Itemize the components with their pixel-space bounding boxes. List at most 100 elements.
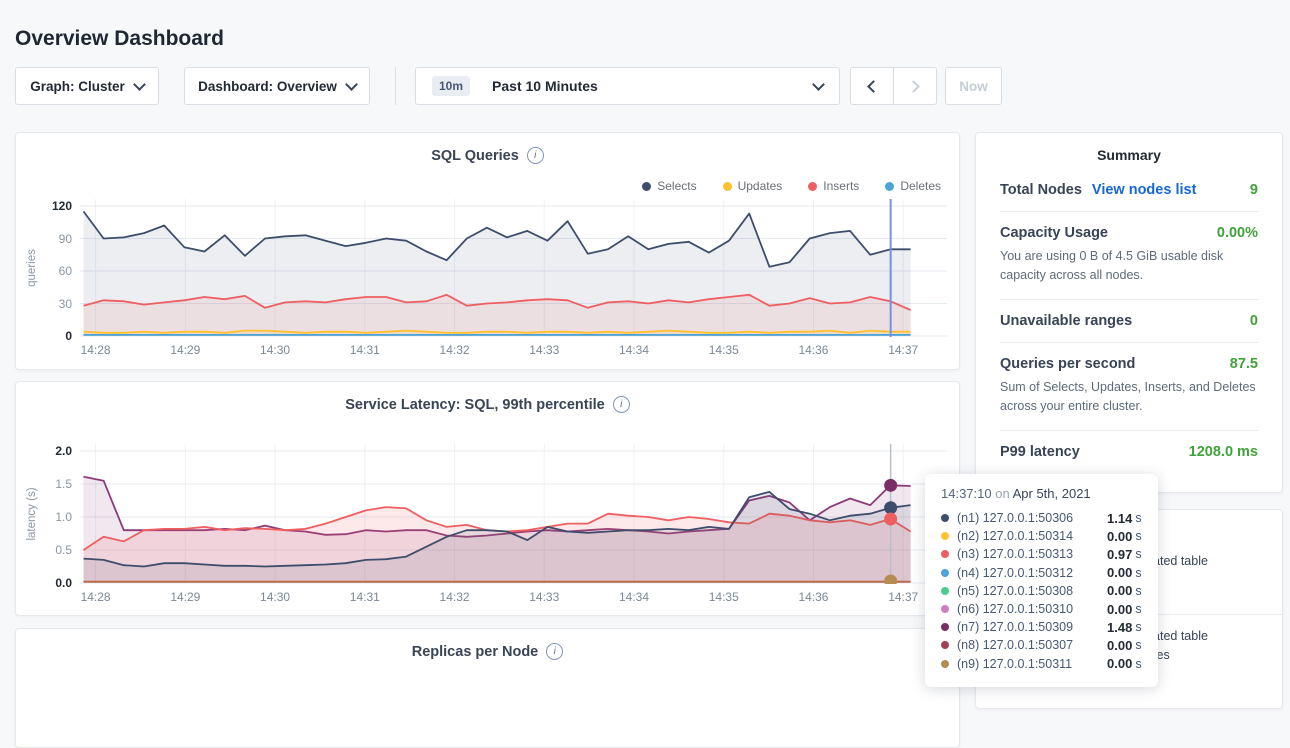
- chevron-right-icon: [907, 79, 920, 93]
- tooltip-node-value: 0.00: [1107, 528, 1133, 544]
- x-tick-label: 14:31: [349, 343, 380, 357]
- tooltip-rows: (n1) 127.0.0.1:50306 1.14 s (n2) 127.0.0.1:…: [941, 509, 1142, 673]
- tooltip-node-address: (n5) 127.0.0.1:50308: [957, 583, 1074, 598]
- tooltip-node-unit: s: [1135, 565, 1142, 580]
- x-tick-label: 14:29: [170, 343, 201, 357]
- time-nav-group: [850, 67, 937, 105]
- y-axis-ticks: 0.0 0.5 1.0 1.5 2.0: [40, 444, 80, 590]
- summary-label: P99 latency: [1000, 443, 1080, 460]
- y-axis-unit: queries: [26, 249, 38, 287]
- chart-hover-tooltip: 14:37:10 on Apr 5th, 2021 (n1) 127.0.0.1…: [925, 474, 1158, 687]
- x-tick-label: 14:36: [798, 590, 829, 604]
- x-tick-label: 14:32: [439, 590, 470, 604]
- prev-range-button[interactable]: [851, 68, 893, 104]
- series-dot-icon: [941, 532, 949, 541]
- x-tick-label: 14:37: [888, 343, 919, 357]
- y-tick-label: 0.5: [55, 543, 72, 557]
- time-range-badge: 10m: [432, 76, 471, 96]
- tooltip-node-value: 1.14: [1107, 510, 1133, 526]
- chart-title: SQL Queries: [431, 147, 519, 164]
- info-icon[interactable]: i: [546, 643, 564, 660]
- legend-item-deletes: Deletes: [885, 179, 941, 193]
- dashboard-dropdown[interactable]: Dashboard: Overview: [184, 67, 370, 105]
- series-dot-icon: [941, 605, 949, 614]
- summary-title: Summary: [1097, 147, 1161, 163]
- summary-label: Total Nodes: [1000, 182, 1082, 198]
- y-tick-label: 1.5: [55, 477, 72, 491]
- sql-queries-plot[interactable]: [80, 199, 947, 337]
- x-tick-label: 14:33: [529, 590, 560, 604]
- series-dot-icon: [941, 641, 949, 650]
- series-dot-icon: [941, 550, 949, 559]
- toolbar: Graph: Cluster Dashboard: Overview 10m P…: [15, 67, 1002, 105]
- x-tick-label: 14:32: [439, 343, 470, 357]
- time-range-label: Past 10 Minutes: [492, 78, 598, 94]
- y-axis-ticks: 0 30 60 90 120: [40, 199, 80, 343]
- x-tick-label: 14:33: [529, 343, 560, 357]
- next-range-button[interactable]: [893, 68, 936, 104]
- summary-label: Queries per second: [1000, 355, 1136, 372]
- inserts-dot-icon: [808, 181, 818, 191]
- tooltip-node-value: 0.00: [1107, 583, 1133, 599]
- x-tick-label: 14:30: [260, 590, 291, 604]
- legend-item-inserts: Inserts: [808, 179, 859, 193]
- summary-item-capacity-usage: Capacity Usage 0.00% You are using 0 B o…: [1000, 212, 1258, 300]
- legend-item-updates: Updates: [722, 179, 782, 193]
- summary-value: 9: [1249, 182, 1258, 198]
- y-tick-label: 0: [65, 329, 72, 343]
- summary-item-unavailable-ranges: Unavailable ranges 0: [1000, 300, 1258, 343]
- chart-title: Service Latency: SQL, 99th percentile: [345, 396, 605, 413]
- tooltip-node-unit: s: [1135, 656, 1142, 671]
- tooltip-node-unit: s: [1135, 529, 1142, 544]
- chart-legend: Selects Updates Inserts Deletes: [642, 179, 941, 193]
- summary-panel: Summary Total Nodes View nodes list 9 Ca…: [975, 132, 1283, 493]
- tooltip-row: (n4) 127.0.0.1:50312 0.00 s: [941, 564, 1142, 582]
- info-icon[interactable]: i: [526, 147, 544, 164]
- tooltip-node-address: (n7) 127.0.0.1:50309: [957, 620, 1074, 635]
- y-tick-label: 90: [58, 231, 72, 246]
- summary-value: 1208.0 ms: [1188, 443, 1258, 460]
- y-tick-label: 60: [58, 264, 72, 278]
- x-tick-label: 14:36: [798, 343, 829, 357]
- tooltip-row: (n2) 127.0.0.1:50314 0.00 s: [941, 527, 1142, 545]
- summary-value: 87.5: [1229, 355, 1258, 372]
- summary-description: Sum of Selects, Updates, Inserts, and De…: [1000, 379, 1256, 414]
- service-latency-plot[interactable]: [80, 444, 947, 588]
- tooltip-node-unit: s: [1135, 547, 1142, 562]
- tooltip-node-address: (n8) 127.0.0.1:50307: [957, 638, 1074, 653]
- tooltip-node-unit: s: [1135, 602, 1142, 617]
- updates-dot-icon: [722, 181, 732, 191]
- time-range-selector[interactable]: 10m Past 10 Minutes: [415, 67, 840, 105]
- view-nodes-link[interactable]: View nodes list: [1091, 182, 1197, 198]
- y-tick-label: 120: [51, 199, 72, 213]
- y-tick-label: 0.0: [55, 576, 72, 590]
- tooltip-node-unit: s: [1135, 511, 1142, 526]
- x-tick-label: 14:28: [80, 590, 111, 604]
- series-dot-icon: [941, 568, 949, 577]
- tooltip-row: (n7) 127.0.0.1:50309 1.48 s: [941, 618, 1142, 636]
- graph-dropdown[interactable]: Graph: Cluster: [15, 67, 159, 105]
- x-tick-label: 14:34: [618, 343, 650, 357]
- tooltip-row: (n6) 127.0.0.1:50310 0.00 s: [941, 600, 1142, 618]
- toolbar-divider: [395, 67, 396, 105]
- now-button[interactable]: Now: [945, 67, 1002, 105]
- tooltip-node-unit: s: [1135, 583, 1142, 598]
- summary-item-queries-per-second: Queries per second 87.5 Sum of Selects, …: [1000, 343, 1258, 431]
- info-icon[interactable]: i: [612, 396, 630, 413]
- tooltip-node-value: 0.00: [1107, 601, 1133, 617]
- summary-value: 0.00%: [1216, 225, 1258, 241]
- x-tick-label: 14:35: [708, 343, 739, 357]
- summary-item-p99-latency: P99 latency 1208.0 ms: [1000, 431, 1258, 473]
- tooltip-node-value: 0.00: [1107, 637, 1133, 653]
- tooltip-node-value: 0.97: [1107, 546, 1133, 562]
- tooltip-node-address: (n2) 127.0.0.1:50314: [957, 529, 1074, 544]
- tooltip-node-value: 1.48: [1107, 619, 1133, 635]
- tooltip-node-address: (n4) 127.0.0.1:50312: [957, 565, 1074, 580]
- y-tick-label: 30: [58, 296, 72, 311]
- tooltip-row: (n9) 127.0.0.1:50311 0.00 s: [941, 655, 1142, 673]
- tooltip-row: (n3) 127.0.0.1:50313 0.97 s: [941, 545, 1142, 563]
- page-title: Overview Dashboard: [15, 27, 224, 51]
- tooltip-node-address: (n3) 127.0.0.1:50313: [957, 547, 1074, 562]
- chevron-down-icon: [812, 77, 825, 91]
- tooltip-node-address: (n6) 127.0.0.1:50310: [957, 602, 1074, 617]
